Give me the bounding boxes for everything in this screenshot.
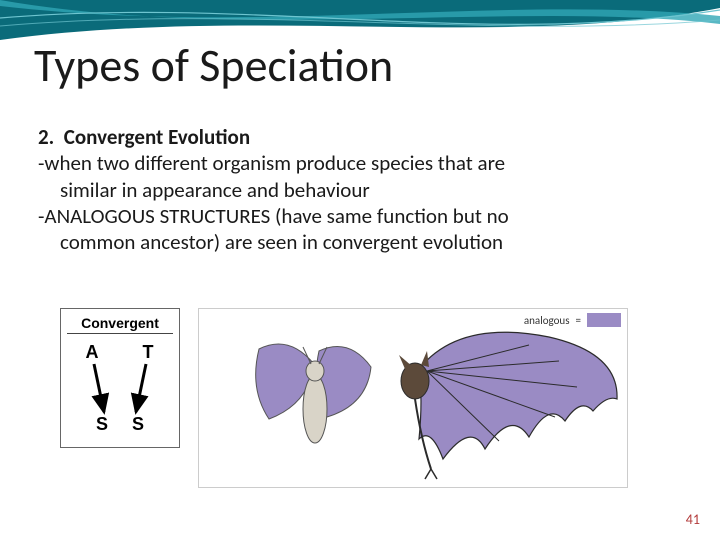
arrow-right [136, 364, 146, 412]
node-T: T [143, 342, 154, 362]
node-S-left: S [96, 414, 108, 434]
subtitle-text: Convergent Evolution [64, 124, 250, 150]
page-number: 41 [686, 511, 700, 528]
body-line-3a: -ANALOGOUS STRUCTURES (have same functio… [38, 203, 509, 229]
body-line-2b: similar in appearance and behaviour [38, 177, 682, 203]
figure-convergent-diagram: Convergent A T S S [60, 308, 180, 448]
slide-body: 2. Convergent Evolution -when two differ… [38, 124, 682, 255]
convergent-label: Convergent [67, 315, 173, 334]
figure-row: Convergent A T S S analogous = [60, 308, 628, 488]
arrow-left [94, 364, 104, 412]
wings-svg [199, 309, 629, 489]
legend-swatch [587, 313, 621, 327]
slide-title: Types of Speciation [34, 38, 393, 94]
legend-text: analogous [524, 314, 570, 327]
convergent-arrows-svg: A T S S [70, 338, 170, 438]
node-S-right: S [132, 414, 144, 434]
figure-analogous-wings: analogous = [198, 308, 628, 488]
subtitle-number: 2. [38, 124, 54, 150]
bat-illustration [399, 332, 617, 479]
body-line-3b: common ancestor) are seen in convergent … [38, 229, 682, 255]
body-line-2a: -when two different organism produce spe… [38, 150, 505, 176]
wings-legend: analogous = [524, 313, 621, 327]
node-A: A [86, 342, 99, 362]
insect-illustration [256, 344, 371, 443]
